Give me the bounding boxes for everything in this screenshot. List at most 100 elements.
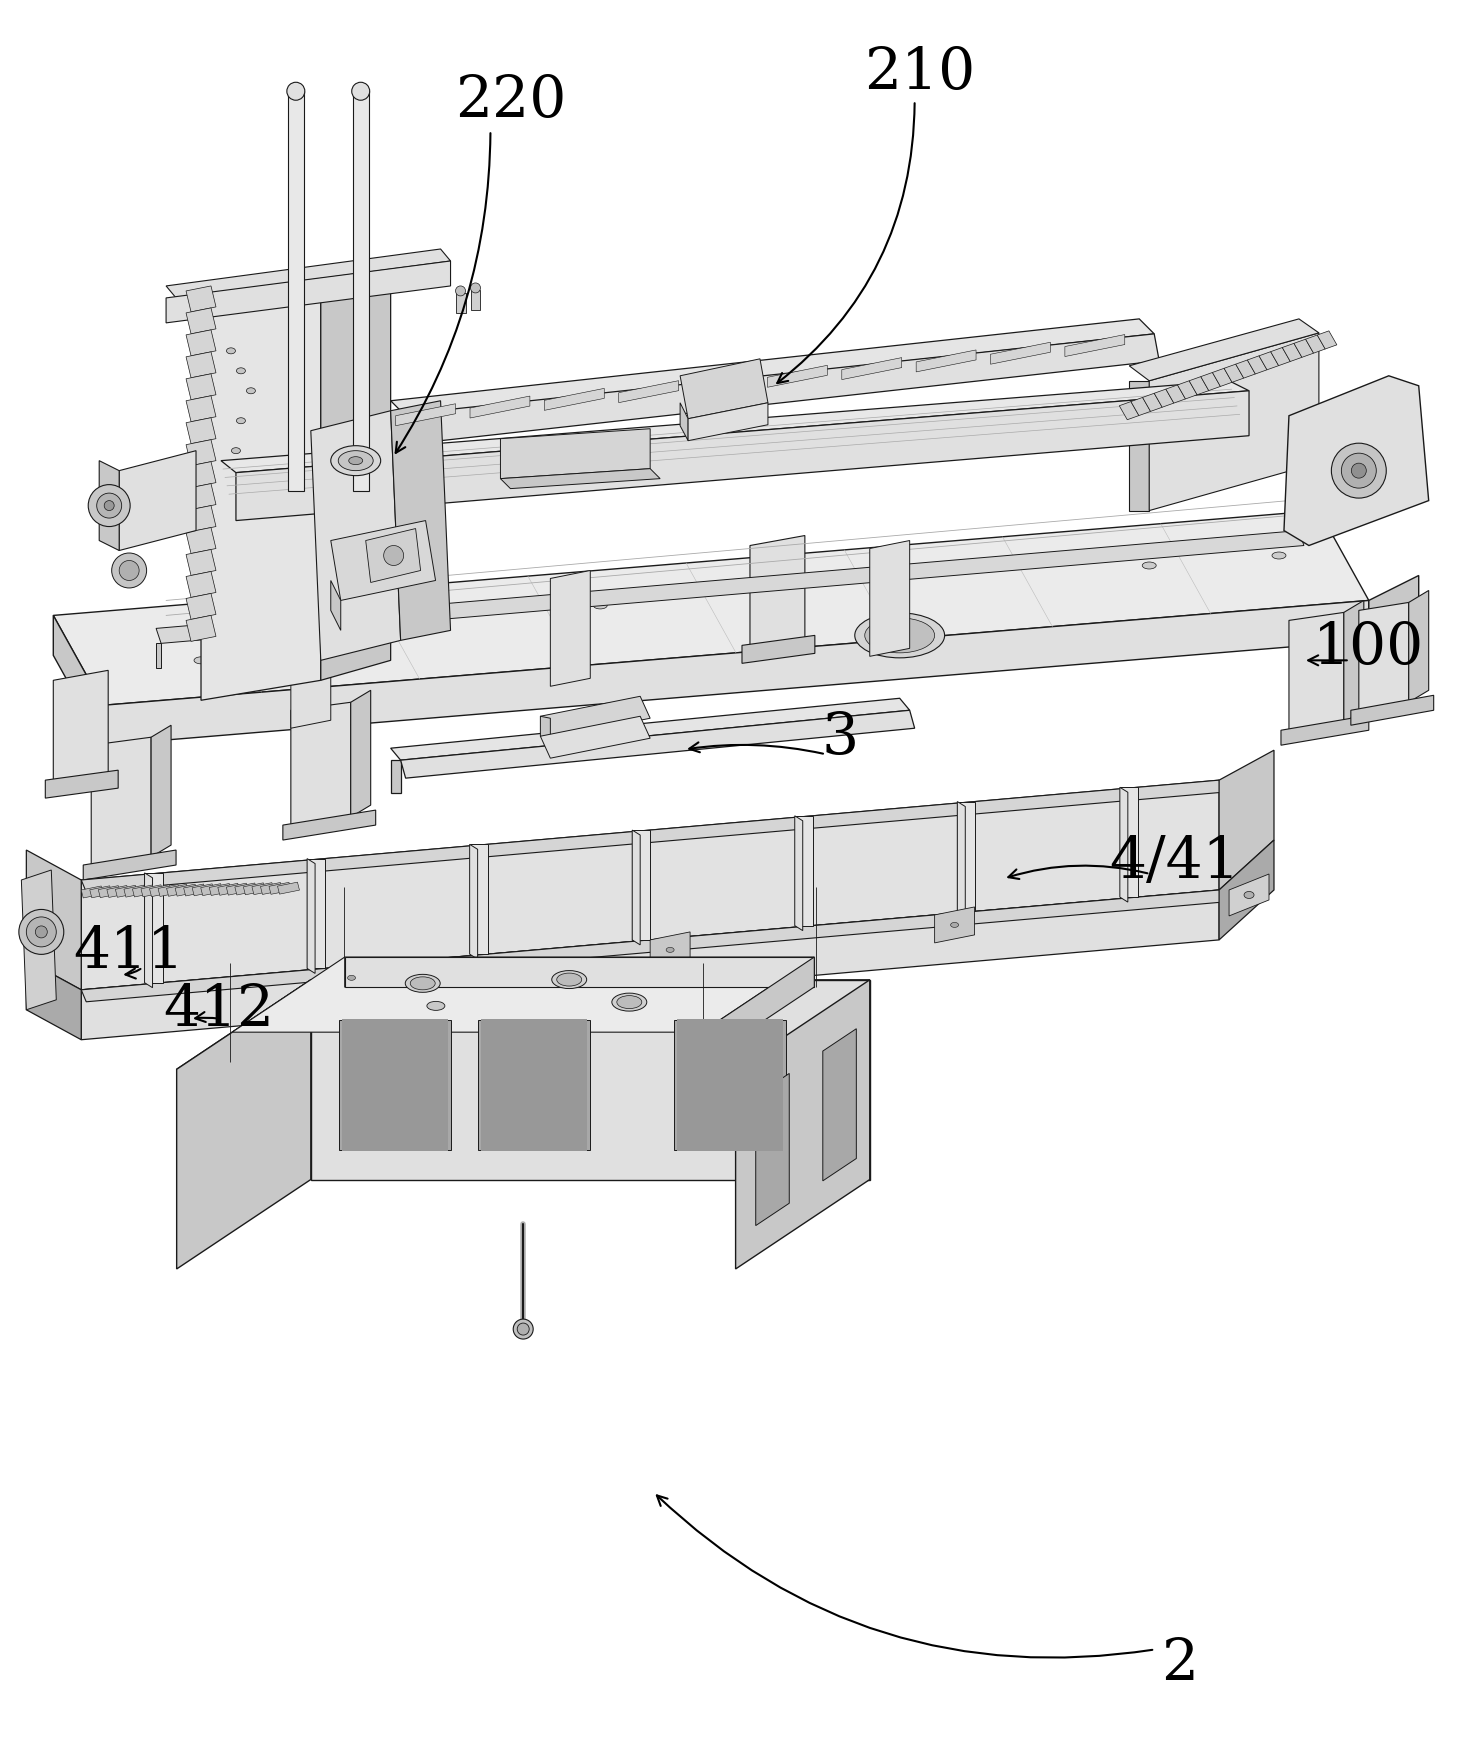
Polygon shape [234, 882, 256, 895]
FancyArrowPatch shape [196, 1012, 219, 1022]
Polygon shape [619, 380, 679, 403]
Polygon shape [1282, 715, 1368, 745]
Ellipse shape [427, 1001, 445, 1010]
Polygon shape [1065, 335, 1125, 356]
Polygon shape [166, 249, 451, 298]
Polygon shape [681, 403, 688, 441]
Polygon shape [869, 541, 910, 656]
Polygon shape [482, 1018, 588, 1151]
Polygon shape [541, 696, 650, 738]
Polygon shape [390, 333, 1159, 446]
Ellipse shape [19, 909, 63, 954]
Ellipse shape [1351, 464, 1367, 478]
Polygon shape [90, 886, 112, 898]
Polygon shape [1200, 373, 1221, 391]
Polygon shape [795, 816, 813, 926]
Polygon shape [177, 980, 869, 1069]
Polygon shape [1155, 389, 1174, 408]
Polygon shape [935, 907, 975, 944]
Polygon shape [277, 882, 299, 895]
Polygon shape [479, 1020, 591, 1149]
Polygon shape [311, 412, 401, 661]
Polygon shape [551, 570, 591, 687]
Polygon shape [1368, 576, 1418, 664]
Polygon shape [1351, 696, 1433, 726]
Polygon shape [841, 358, 901, 380]
Ellipse shape [552, 971, 586, 989]
Polygon shape [221, 380, 1249, 473]
Ellipse shape [1342, 453, 1376, 488]
Ellipse shape [331, 446, 380, 476]
Polygon shape [1343, 600, 1364, 722]
Polygon shape [27, 959, 81, 1039]
Ellipse shape [1245, 891, 1254, 898]
Polygon shape [390, 698, 910, 760]
Polygon shape [186, 483, 217, 509]
FancyArrowPatch shape [657, 1495, 1152, 1657]
Polygon shape [287, 91, 303, 490]
Polygon shape [390, 319, 1155, 415]
Polygon shape [823, 1029, 856, 1181]
Polygon shape [261, 882, 283, 895]
Polygon shape [1293, 338, 1314, 358]
Text: 4/41: 4/41 [1109, 834, 1239, 889]
Ellipse shape [227, 347, 236, 354]
Ellipse shape [1273, 553, 1286, 560]
Ellipse shape [666, 947, 675, 952]
Ellipse shape [865, 617, 935, 652]
Ellipse shape [237, 419, 246, 424]
Polygon shape [236, 391, 1249, 520]
Polygon shape [186, 330, 217, 356]
Polygon shape [1119, 401, 1139, 420]
Polygon shape [184, 884, 206, 896]
Polygon shape [175, 884, 197, 896]
Polygon shape [750, 535, 804, 651]
Polygon shape [200, 262, 390, 319]
Ellipse shape [405, 975, 440, 992]
Ellipse shape [119, 560, 138, 581]
Polygon shape [541, 717, 551, 738]
Polygon shape [501, 429, 650, 478]
Polygon shape [141, 884, 164, 896]
Polygon shape [1220, 841, 1274, 940]
Ellipse shape [893, 588, 907, 595]
Polygon shape [99, 460, 119, 551]
Polygon shape [243, 882, 265, 895]
Polygon shape [1165, 385, 1186, 403]
Polygon shape [1224, 364, 1243, 382]
Polygon shape [331, 581, 340, 630]
Polygon shape [81, 889, 1224, 1001]
Polygon shape [688, 403, 767, 441]
Polygon shape [1130, 380, 1149, 511]
Polygon shape [1228, 874, 1270, 916]
Ellipse shape [105, 501, 115, 511]
Polygon shape [396, 405, 455, 426]
Polygon shape [470, 844, 488, 954]
Ellipse shape [950, 923, 959, 928]
Ellipse shape [470, 283, 480, 293]
Polygon shape [1289, 612, 1343, 731]
Polygon shape [541, 717, 650, 759]
Polygon shape [1283, 344, 1302, 361]
Polygon shape [1317, 331, 1337, 349]
Text: 2: 2 [1161, 1636, 1198, 1692]
Polygon shape [149, 884, 171, 896]
Ellipse shape [557, 973, 582, 985]
Text: 412: 412 [164, 982, 274, 1038]
Polygon shape [108, 886, 128, 898]
Polygon shape [186, 616, 217, 642]
Polygon shape [632, 830, 650, 940]
Polygon shape [91, 738, 152, 865]
Polygon shape [46, 771, 118, 799]
Polygon shape [342, 1018, 448, 1151]
Polygon shape [501, 469, 660, 488]
Polygon shape [21, 870, 56, 1010]
Polygon shape [218, 882, 240, 895]
Polygon shape [1305, 335, 1326, 354]
Polygon shape [186, 572, 217, 598]
Polygon shape [990, 342, 1050, 364]
Polygon shape [795, 816, 803, 931]
Polygon shape [1220, 750, 1274, 889]
Ellipse shape [27, 917, 56, 947]
Polygon shape [166, 884, 189, 896]
